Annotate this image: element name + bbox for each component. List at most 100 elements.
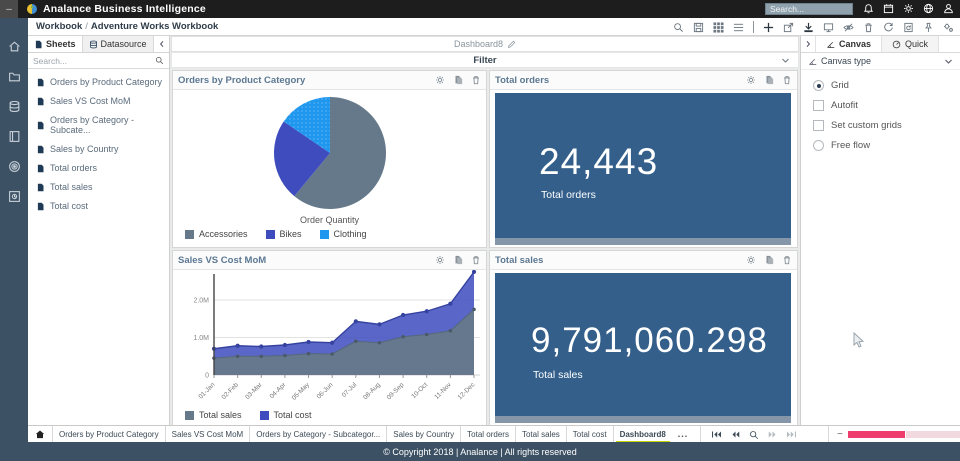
save-icon[interactable] <box>693 22 704 33</box>
sheet-search-input[interactable] <box>33 55 155 66</box>
add-icon[interactable] <box>763 22 774 33</box>
zoom-slider-track[interactable] <box>847 431 960 438</box>
eye-off-icon[interactable] <box>843 22 854 33</box>
sheet-item[interactable]: Total orders <box>36 163 169 173</box>
sheet-item[interactable]: Total cost <box>36 201 169 211</box>
option-free-flow[interactable]: Free flow <box>813 140 960 151</box>
gear-icon[interactable] <box>903 3 914 14</box>
legend-item[interactable]: Clothing <box>319 229 367 239</box>
zoom-out-button[interactable]: − <box>837 429 843 440</box>
option-set-custom-grids[interactable]: Set custom grids <box>813 120 960 131</box>
export-document-icon[interactable] <box>903 22 914 33</box>
canvas-type-section-header[interactable]: Canvas type <box>801 53 960 70</box>
panel-settings-icon[interactable] <box>746 255 756 265</box>
panel-delete-icon[interactable] <box>471 75 481 85</box>
legend-item[interactable]: Total sales <box>185 410 242 420</box>
workbook-icon[interactable] <box>8 130 21 143</box>
filter-bar[interactable]: Filter <box>171 52 799 68</box>
grid-view-icon[interactable] <box>713 21 724 33</box>
home-icon[interactable] <box>28 429 52 439</box>
bottom-tab[interactable]: Orders by Category - Subcategor... <box>249 425 386 443</box>
previous-page-icon[interactable] <box>730 430 741 439</box>
trash-icon[interactable] <box>863 22 874 33</box>
user-icon[interactable] <box>943 3 954 14</box>
chevron-down-icon[interactable] <box>944 57 953 66</box>
panel-settings-icon[interactable] <box>435 255 445 265</box>
sheet-list: Orders by Product Category Sales VS Cost… <box>28 69 169 211</box>
bottom-tab[interactable]: Total sales <box>514 425 566 443</box>
legend-item[interactable]: Bikes <box>265 229 302 239</box>
datasource-icon[interactable] <box>8 100 21 113</box>
panel-settings-icon[interactable] <box>435 75 445 85</box>
tab-quick[interactable]: Quick <box>882 36 940 52</box>
total-sales-kpi-card[interactable]: 9,791,060.298 Total sales <box>495 273 791 423</box>
bottom-tab[interactable]: Sales by Country <box>386 425 460 443</box>
option-autofit[interactable]: Autofit <box>813 100 960 111</box>
download-icon[interactable] <box>803 22 814 33</box>
kpi-scroll-strip[interactable] <box>495 416 791 423</box>
toolbar-divider <box>753 21 754 33</box>
report-icon[interactable] <box>8 190 21 203</box>
window-minimize-button[interactable]: – <box>0 0 18 18</box>
bottom-tab[interactable]: Sales VS Cost MoM <box>164 425 250 443</box>
legend-item[interactable]: Total cost <box>259 410 312 420</box>
sheet-item[interactable]: Orders by Product Category <box>36 77 169 87</box>
svg-text:09-Sep: 09-Sep <box>386 381 406 401</box>
globe-icon[interactable] <box>923 3 934 14</box>
sheet-item[interactable]: Total sales <box>36 182 169 192</box>
more-tabs-button[interactable]: ... <box>677 429 689 439</box>
sheet-item[interactable]: Sales by Country <box>36 144 169 154</box>
search-icon[interactable] <box>749 430 759 440</box>
kpi-scroll-strip[interactable] <box>495 238 791 245</box>
app-title: Analance Business Intelligence <box>43 3 206 15</box>
tab-sheets[interactable]: Sheets <box>28 36 83 52</box>
share-icon[interactable] <box>783 22 794 33</box>
search-icon[interactable] <box>673 22 684 33</box>
search-icon[interactable] <box>155 56 164 65</box>
zoom-slider-fill[interactable] <box>847 431 907 438</box>
bottom-tab[interactable]: Total orders <box>460 425 515 443</box>
total-orders-kpi-card[interactable]: 24,443 Total orders <box>495 93 791 245</box>
dashboard-name-bar[interactable]: Dashboard8 <box>171 36 799 52</box>
panel-delete-icon[interactable] <box>471 255 481 265</box>
first-page-icon[interactable] <box>711 430 722 439</box>
calendar-icon[interactable] <box>883 3 894 14</box>
sidebar-collapse-button[interactable] <box>154 36 170 52</box>
bottom-tab-dashboard8[interactable]: Dashboard8 <box>612 425 672 443</box>
refresh-icon[interactable] <box>883 22 894 33</box>
pin-icon[interactable] <box>923 22 934 33</box>
present-icon[interactable] <box>823 22 834 33</box>
sheet-item[interactable]: Orders by Category - Subcate... <box>36 115 169 135</box>
legend-item[interactable]: Accessories <box>185 229 248 239</box>
chevron-down-icon[interactable] <box>781 56 790 65</box>
panel-copy-icon[interactable] <box>453 75 463 85</box>
bottom-tab[interactable]: Orders by Product Category <box>52 425 165 443</box>
target-icon[interactable] <box>8 160 21 173</box>
home-icon[interactable] <box>8 40 21 53</box>
panel-settings-icon[interactable] <box>746 75 756 85</box>
pencil-icon[interactable] <box>507 40 516 49</box>
panel-expand-button[interactable] <box>801 36 816 52</box>
pie-chart[interactable] <box>173 90 486 212</box>
tab-datasource[interactable]: Datasource <box>82 36 154 52</box>
list-view-icon[interactable] <box>733 22 744 33</box>
tab-canvas[interactable]: Canvas <box>816 36 883 52</box>
breadcrumb: Workbook / Adventure Works Workbook <box>36 21 219 32</box>
global-search-input[interactable] <box>765 3 853 15</box>
sheet-item[interactable]: Sales VS Cost MoM <box>36 96 169 106</box>
advanced-settings-icon[interactable] <box>943 22 954 33</box>
panel-copy-icon[interactable] <box>764 75 774 85</box>
panel-copy-icon[interactable] <box>764 255 774 265</box>
bell-icon[interactable] <box>863 3 874 14</box>
option-grid[interactable]: Grid <box>813 80 960 91</box>
bottom-tab[interactable]: Total cost <box>565 425 613 443</box>
panel-copy-icon[interactable] <box>453 255 463 265</box>
next-page-icon[interactable] <box>767 430 778 439</box>
folder-icon[interactable] <box>8 70 21 83</box>
last-page-icon[interactable] <box>786 430 797 439</box>
breadcrumb-root[interactable]: Workbook <box>36 21 83 32</box>
dashboard-name[interactable]: Dashboard8 <box>453 39 504 49</box>
panel-delete-icon[interactable] <box>782 75 792 85</box>
panel-delete-icon[interactable] <box>782 255 792 265</box>
